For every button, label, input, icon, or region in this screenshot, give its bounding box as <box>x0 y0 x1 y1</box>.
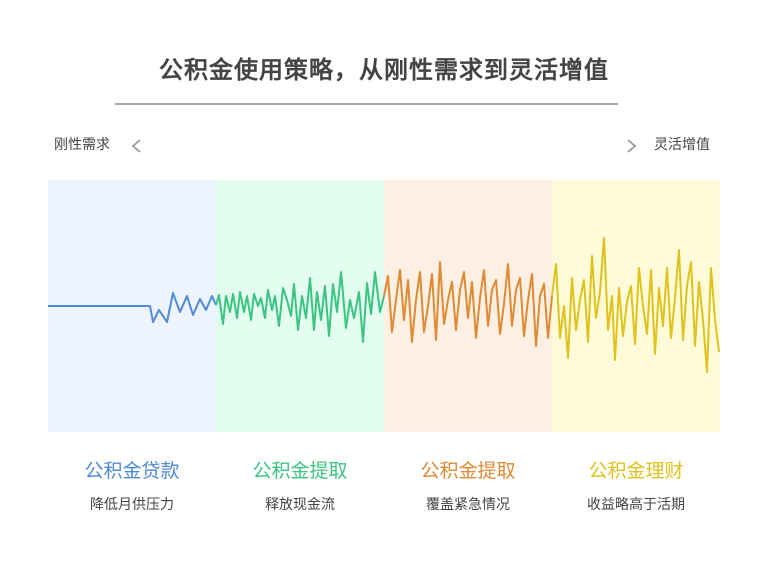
title-divider <box>115 103 618 105</box>
segment-invest-wave <box>551 237 720 373</box>
chevron-left-icon <box>131 139 141 153</box>
segment-withdraw-emergency-wave <box>383 261 553 347</box>
segment-loan-wave <box>48 292 217 323</box>
segment-withdraw-emergency-title: 公积金提取 <box>420 460 516 482</box>
segment-invest-title: 公积金理财 <box>588 460 684 482</box>
segment-loan-description: 降低月供压力 <box>90 497 174 513</box>
chevron-right-icon <box>627 139 637 153</box>
segment-withdraw-emergency-description: 覆盖紧急情况 <box>426 497 510 513</box>
page-title: 公积金使用策略，从刚性需求到灵活增值 <box>159 56 609 84</box>
segment-loan-title: 公积金贷款 <box>84 460 180 482</box>
segment-withdraw-cashflow-description: 释放现金流 <box>265 497 335 513</box>
segment-withdraw-cashflow-wave <box>215 271 385 343</box>
segment-invest-description: 收益略高于活期 <box>587 497 685 513</box>
axis-right-label: 灵活增值 <box>654 137 710 153</box>
segment-withdraw-emergency-background <box>384 180 552 432</box>
axis-left-label: 刚性需求 <box>54 137 110 153</box>
segment-withdraw-cashflow-title: 公积金提取 <box>252 460 348 482</box>
